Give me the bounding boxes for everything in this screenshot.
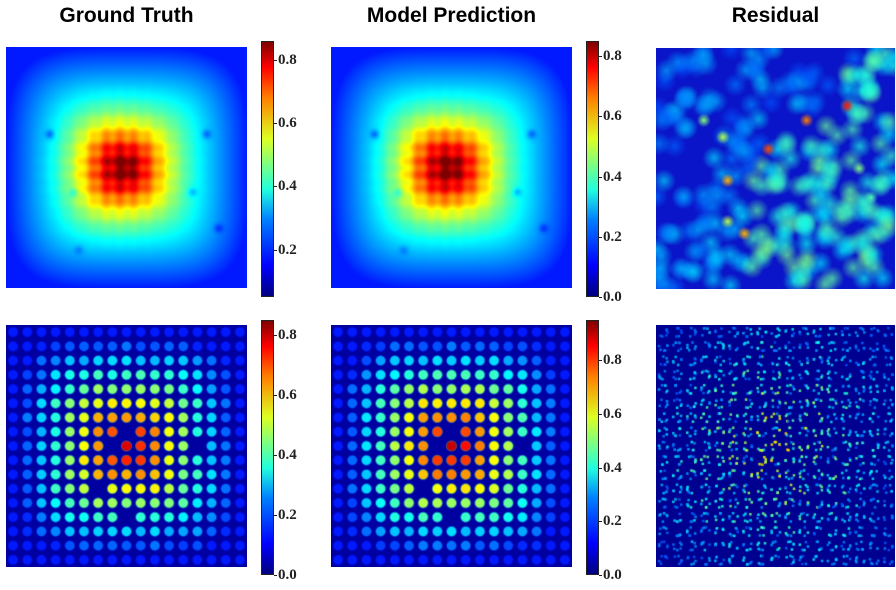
colorbar-tick-label: 0.0 <box>603 289 622 305</box>
colorbar-tick-mark <box>599 56 602 58</box>
heatmap-ground-truth-smooth <box>6 47 247 288</box>
colorbar-tick-label: 0.6 <box>603 405 622 422</box>
colorbar-tick-label: 0.0 <box>603 567 622 583</box>
colorbar-tick-mark <box>274 575 277 576</box>
colorbar-tick-mark <box>274 249 277 251</box>
colorbar-tick-mark <box>599 575 602 576</box>
colorbar-tick-label: 0.8 <box>278 51 297 68</box>
colorbar-tick-label: 0.6 <box>603 108 622 125</box>
colorbar-tick-mark <box>599 297 602 298</box>
colorbar-tick-mark <box>274 515 277 516</box>
colorbar-tick-label: 0.6 <box>278 115 297 132</box>
colorbar-tick-mark <box>599 176 602 178</box>
colorbar-tick-label: 0.4 <box>278 447 297 463</box>
colorbar-tick-label: 0.8 <box>603 48 622 65</box>
colorbar-tick-mark <box>599 467 602 469</box>
colorbar-tick-mark <box>599 360 602 362</box>
heatmap-residual-pins <box>656 325 895 567</box>
colorbar-tick-mark <box>274 186 277 188</box>
title-model-prediction: Model Prediction <box>366 4 537 27</box>
colorbar-tick-mark <box>599 236 602 238</box>
colorbar-tick-mark <box>274 455 277 456</box>
colorbar-tick-label: 0.2 <box>278 507 297 523</box>
colorbar-tick-mark <box>274 59 277 61</box>
colorbar-tick-label: 0.4 <box>603 459 622 476</box>
colorbar-tick-label: 0.4 <box>603 168 622 185</box>
colorbar-tick-mark <box>599 413 602 415</box>
colorbar-model-prediction-top <box>586 41 599 297</box>
colorbar-ground-truth-bottom <box>261 320 274 575</box>
heatmap-ground-truth-pins <box>6 325 247 567</box>
colorbar-tick-label: 0.0 <box>278 567 297 583</box>
title-residual: Residual <box>731 4 820 27</box>
title-ground-truth: Ground Truth <box>59 4 194 27</box>
colorbar-tick-label: 0.2 <box>603 513 622 530</box>
heatmap-model-prediction-smooth <box>331 47 572 288</box>
colorbar-ground-truth-top <box>261 41 274 297</box>
colorbar-tick-label: 0.8 <box>603 352 622 369</box>
colorbar-tick-label: 0.2 <box>603 228 622 245</box>
colorbar-tick-mark <box>274 123 277 125</box>
colorbar-tick-mark <box>274 335 277 336</box>
colorbar-tick-mark <box>599 116 602 118</box>
colorbar-tick-label: 0.6 <box>278 387 297 403</box>
colorbar-tick-label: 0.8 <box>278 327 297 343</box>
colorbar-tick-label: 0.2 <box>278 241 297 258</box>
colorbar-model-prediction-bottom <box>586 320 599 575</box>
heatmap-residual-smooth <box>656 48 895 289</box>
colorbar-tick-mark <box>274 395 277 396</box>
colorbar-tick-mark <box>599 521 602 523</box>
heatmap-model-prediction-pins <box>331 325 572 567</box>
colorbar-tick-label: 0.4 <box>278 178 297 195</box>
